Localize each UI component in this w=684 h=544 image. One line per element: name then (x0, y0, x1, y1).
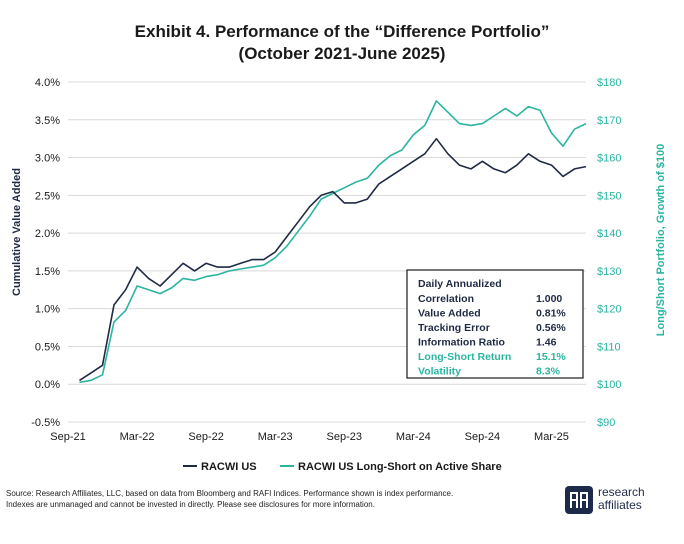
source-note: Source: Research Affiliates, LLC, based … (6, 488, 526, 510)
series-line-long-short (79, 100, 587, 384)
legend-label-racwi: RACWI US (201, 461, 257, 473)
right-axis-tick-label: $120 (597, 304, 621, 316)
source-line-2: Indexes are unmanaged and cannot be inve… (6, 500, 375, 509)
stats-header: Daily Annualized (418, 278, 502, 290)
stats-label: Long-Short Return (418, 351, 511, 363)
research-affiliates-logo: research affiliates (565, 486, 680, 516)
stats-label: Information Ratio (418, 337, 505, 349)
series-line-racwi (79, 137, 587, 382)
left-axis-tick-label: 1.5% (35, 266, 60, 278)
stats-box-border (406, 269, 584, 379)
left-axis-tick-label: -0.5% (31, 417, 60, 429)
chart-title-line-1: Exhibit 4. Performance of the “Differenc… (134, 22, 550, 41)
right-axis-tick-label: $90 (597, 417, 615, 429)
right-axis-tick-label: $140 (597, 228, 621, 240)
stats-value: 8.3% (536, 366, 561, 378)
left-axis-tick-label: 3.0% (35, 153, 60, 165)
left-axis-tick-label: 0.0% (35, 379, 60, 391)
chart-title-line-2: (October 2021-June 2025) (238, 44, 446, 63)
stats-value: 1.46 (536, 337, 557, 349)
stats-label: Volatility (418, 366, 461, 378)
logo-mark-icon (565, 486, 593, 514)
left-axis-tick-labels: -0.5% 0.0% 0.5% 1.0% 1.5% 2.0% 2.5% 3.0% 3.5% 4.0… (31, 77, 60, 429)
right-axis-tick-labels: $90 $100 $110 $120 $130 $140 $150 $160 $170 $180 (597, 77, 621, 429)
x-axis-tick-label: Mar-22 (120, 431, 155, 443)
legend-label-long-short: RACWI US Long-Short on Active Share (298, 461, 502, 473)
right-axis-tick-label: $150 (597, 190, 621, 202)
right-axis-label: Long/Short Portfolio, Growth of $100 (655, 144, 667, 337)
stats-label: Value Added (418, 308, 481, 320)
left-axis-tick-label: 2.5% (35, 190, 60, 202)
left-axis-label: Cumulative Value Added (11, 168, 23, 296)
gridlines (68, 81, 586, 423)
left-axis-tick-label: 1.0% (35, 304, 60, 316)
stats-label: Tracking Error (418, 322, 490, 334)
x-axis-tick-label: Sep-23 (327, 431, 362, 443)
right-axis-tick-label: $100 (597, 379, 621, 391)
logo-text-line-1: research (598, 485, 645, 499)
right-axis-tick-label: $130 (597, 266, 621, 278)
x-axis-tick-labels: Sep-21 Mar-22 Sep-22 Mar-23 Sep-23 Mar-24 Sep-… (50, 431, 569, 443)
stats-box: Daily Annualized Correlation 1.000 Value A… (406, 269, 584, 379)
legend: RACWI US RACWI US Long-Short on Active S… (183, 461, 502, 473)
x-axis-tick-label: Sep-24 (465, 431, 500, 443)
left-axis-tick-label: 4.0% (35, 77, 60, 89)
source-line-1: Source: Research Affiliates, LLC, based … (6, 489, 454, 498)
stats-value: 1.000 (536, 293, 562, 305)
left-axis-tick-label: 2.0% (35, 228, 60, 240)
stats-value: 0.81% (536, 308, 566, 320)
left-axis-tick-label: 0.5% (35, 341, 60, 353)
x-axis-tick-label: Mar-25 (534, 431, 569, 443)
logo-text-line-2: affiliates (598, 498, 642, 512)
x-axis-tick-label: Mar-23 (258, 431, 293, 443)
stats-label: Correlation (418, 293, 474, 305)
stats-value: 0.56% (536, 322, 566, 334)
left-axis-tick-label: 3.5% (35, 115, 60, 127)
right-axis-tick-label: $160 (597, 153, 621, 165)
x-axis-tick-label: Mar-24 (396, 431, 431, 443)
x-axis-tick-label: Sep-21 (50, 431, 85, 443)
stats-rows: Correlation 1.000 Value Added 0.81% Tracking… (418, 293, 566, 378)
right-axis-tick-label: $170 (597, 115, 621, 127)
performance-chart: -0.5% 0.0% 0.5% 1.0% 1.5% 2.0% 2.5% 3.0% 3.5% 4.0… (11, 77, 667, 473)
x-axis-tick-label: Sep-22 (188, 431, 223, 443)
series-lines (79, 100, 587, 384)
stats-value: 15.1% (536, 351, 566, 363)
right-axis-tick-label: $110 (597, 341, 621, 353)
right-axis-tick-label: $180 (597, 77, 621, 89)
